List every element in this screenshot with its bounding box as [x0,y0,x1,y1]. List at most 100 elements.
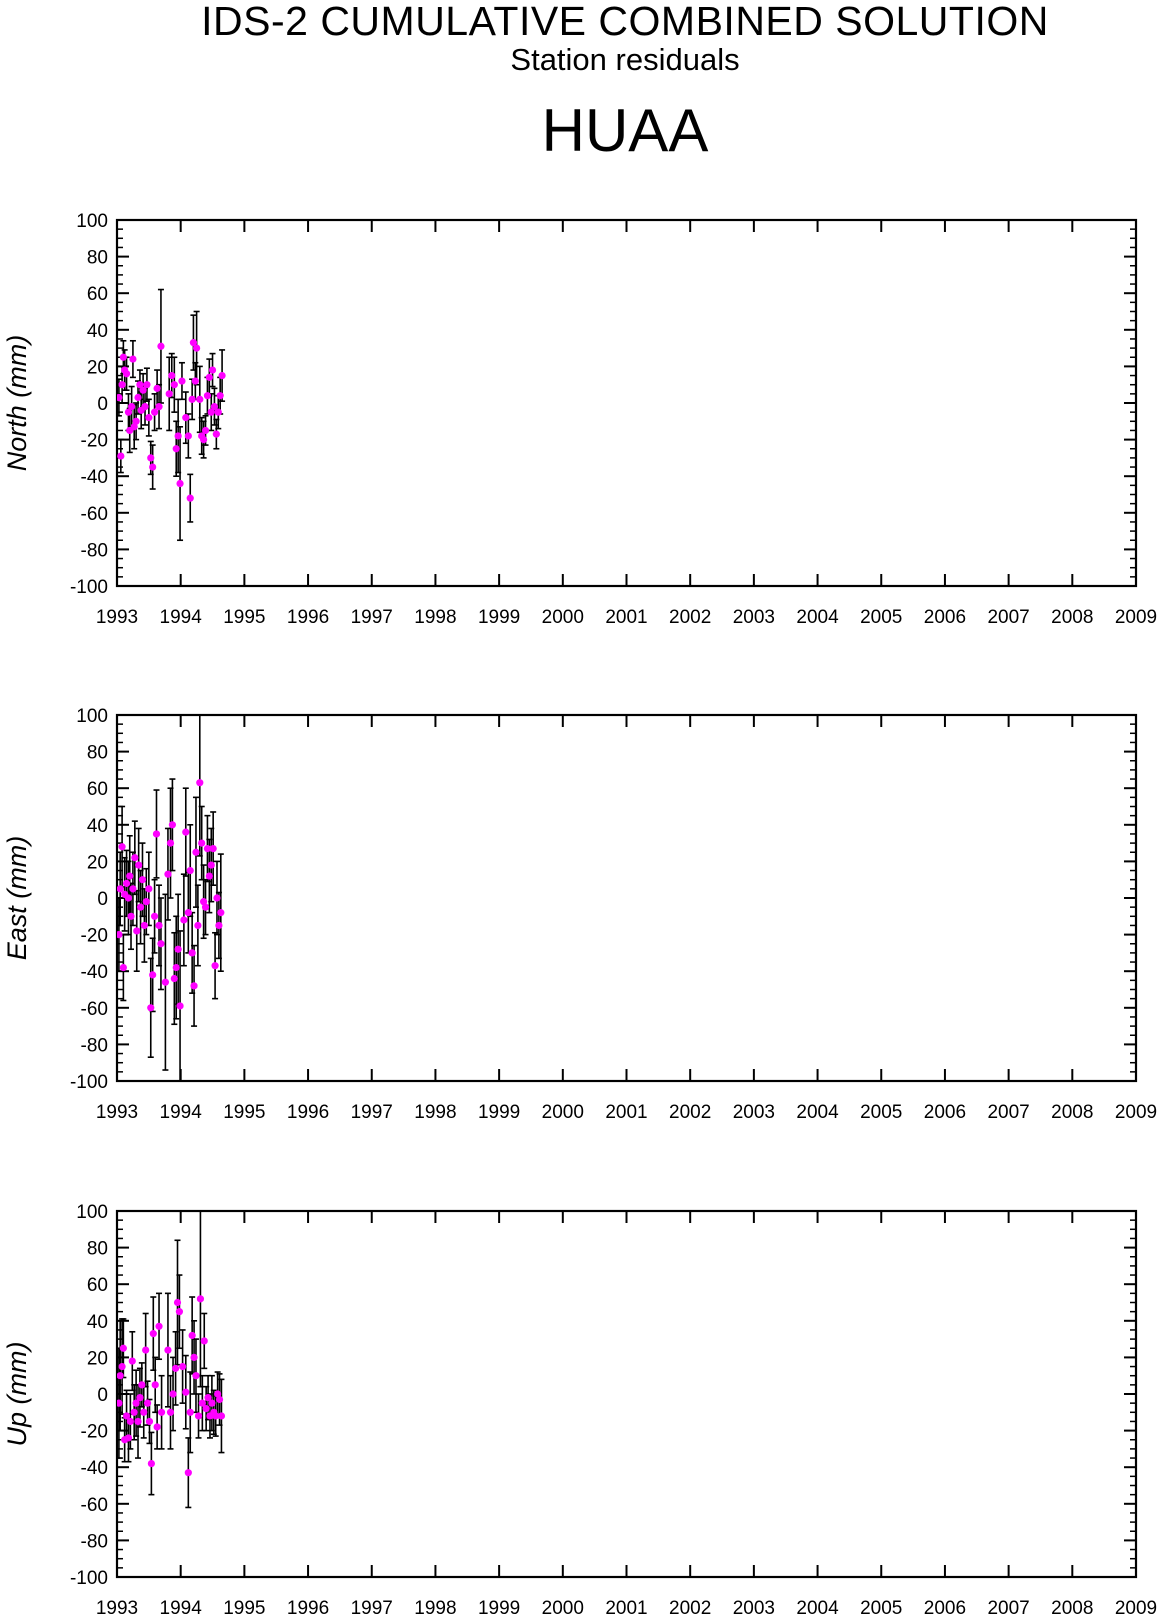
plot-frame [115,218,1138,588]
data-point [203,392,212,400]
data-point [150,912,159,920]
data-point [171,1364,180,1372]
data-point [200,898,208,906]
x-tick-label: 2000 [542,607,584,628]
data-point [117,1372,124,1380]
data-point [164,870,172,878]
x-tick-label: 1999 [478,1102,520,1123]
x-tick-label: 1994 [160,607,203,628]
data-point [122,1412,131,1420]
data-point [122,879,131,887]
x-tick-label: 1997 [351,1598,393,1619]
x-tick-label: 1994 [160,1102,203,1123]
data-point [157,342,165,350]
data-point [215,1395,224,1404]
x-tick-label: 1994 [160,1598,203,1619]
data-point [155,1322,163,1330]
data-point [194,921,202,930]
y-tick-label: -20 [81,431,108,452]
data-point [166,839,175,847]
data-point [169,1390,177,1398]
data-point [132,417,140,425]
data-point [153,384,161,392]
data-point [138,876,147,884]
data-point [184,909,192,917]
x-tick-label: 2003 [733,607,775,628]
data-point [136,1394,144,1402]
x-tick-label: 2001 [605,1598,647,1619]
x-tick-label: 1997 [351,607,393,628]
data-series [117,288,226,542]
x-tick-label: 1996 [287,1598,329,1619]
x-tick-label: 1993 [96,1102,138,1123]
data-point [119,963,127,972]
data-point [218,371,226,380]
data-point [205,373,213,381]
data-point [147,1459,155,1468]
x-tick-label: 2008 [1051,607,1093,628]
y-tick-label: -60 [81,1495,108,1516]
y-tick-label: 60 [87,779,108,800]
x-tick-label: 2001 [605,607,647,628]
data-point [188,395,196,403]
data-point [126,1417,134,1426]
data-point [161,978,170,986]
data-point [145,414,153,422]
data-point [168,371,176,380]
data-point [216,392,224,400]
y-tick-label: 0 [97,394,108,415]
data-point [208,366,217,374]
data-point [118,381,126,389]
data-point [215,921,223,930]
data-point [201,903,210,911]
data-point [141,403,149,411]
data-point [196,395,204,403]
x-tick-label: 1997 [351,1102,393,1123]
data-point [178,377,186,385]
data-series [117,715,225,1081]
data-point [149,1330,157,1338]
data-point [130,423,138,431]
data-point [134,393,142,402]
data-point [142,898,150,906]
y-tick-label: 0 [97,889,108,910]
y-tick-label: -80 [81,1035,108,1056]
data-point [136,381,144,389]
data-point [145,885,153,893]
panel-east: 1993 1994 1995 1996 1997 1998 1999 2000 2001 2002… [2,706,1157,1123]
y-tick-label: 100 [76,211,108,232]
x-tick-label: 1995 [223,607,265,628]
data-point [138,1381,146,1389]
data-point [155,921,163,930]
chart-subtitle: Station residuals [510,42,740,77]
x-tick-label: 2004 [796,1598,839,1619]
x-tick-label: 2002 [669,607,711,628]
data-point [153,1423,161,1431]
x-tick-label: 2002 [669,1102,711,1123]
data-point [188,949,196,957]
x-tick-label: 2007 [987,1102,1029,1123]
x-tick-label: 1998 [414,1598,456,1619]
data-point [193,344,201,352]
panel-north: 1993 1994 1995 1996 1997 1998 1999 2000 2001 2002… [2,211,1157,628]
data-point [165,390,173,398]
data-point [117,452,125,460]
data-point [204,1394,212,1402]
x-tick-label: 2005 [860,1598,902,1619]
data-point [143,381,151,389]
y-tick-label: 80 [87,743,108,764]
y-tick-label: 60 [87,1275,108,1296]
data-point [157,1408,166,1416]
y-tick-label: -60 [81,999,108,1020]
data-point [132,1399,140,1407]
data-point [190,1353,198,1361]
data-point [186,1408,194,1416]
x-tick-label: 1995 [223,1598,265,1619]
data-point [182,1388,190,1396]
data-point [207,408,215,416]
data-point [117,931,123,939]
data-point [205,872,213,880]
data-point [119,353,127,361]
data-point [172,445,180,453]
